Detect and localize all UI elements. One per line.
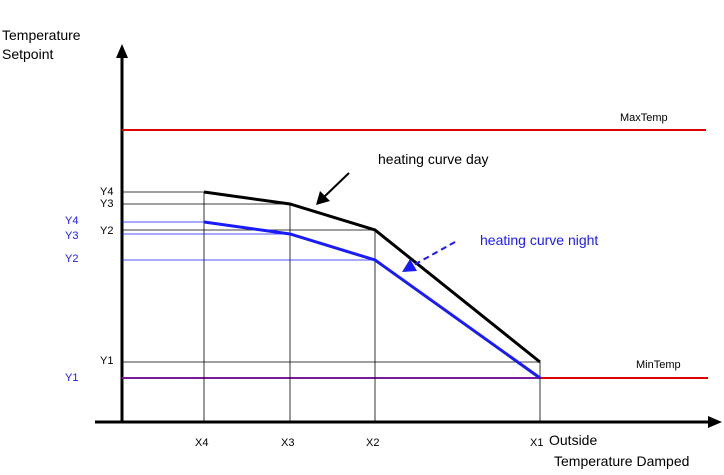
y-label-day-y4: Y4: [100, 186, 113, 198]
y-axis-title-line1: Temperature: [2, 27, 81, 43]
y-label-day-y1: Y1: [100, 355, 113, 367]
night-arrow-shaft: [411, 241, 456, 267]
night-arrow-head: [402, 259, 417, 272]
y-label-night-y1: Y1: [65, 372, 78, 384]
min-temp-label: MinTemp: [636, 359, 681, 371]
y-label-day-y3: Y3: [100, 198, 113, 210]
x-label-x2: X2: [366, 437, 379, 449]
y-axis-title-line2: Setpoint: [2, 46, 53, 62]
x-label-x4: X4: [195, 437, 208, 449]
day-arrow-shaft: [323, 172, 350, 198]
y-label-day-y2: Y2: [100, 225, 113, 237]
x-axis-title-line1: Outside: [549, 432, 597, 448]
x-label-x1: X1: [530, 437, 543, 449]
heating-curve-day: [203, 190, 541, 364]
heating-curve-night-label: heating curve night: [480, 232, 598, 248]
x-label-x3: X3: [281, 437, 294, 449]
max-temp-label: MaxTemp: [620, 112, 668, 124]
heating-curve-day-label: heating curve day: [378, 151, 489, 167]
heating-curve-night: [203, 220, 541, 380]
x-axis-arrow: [708, 416, 722, 428]
day-arrow-head: [316, 191, 330, 205]
y-label-night-y4: Y4: [65, 215, 78, 227]
y-label-night-y3: Y3: [65, 230, 78, 242]
x-axis-title-line2: Temperature Damped: [554, 453, 689, 469]
y-label-night-y2: Y2: [65, 253, 78, 265]
y-axis-arrow: [116, 44, 128, 58]
